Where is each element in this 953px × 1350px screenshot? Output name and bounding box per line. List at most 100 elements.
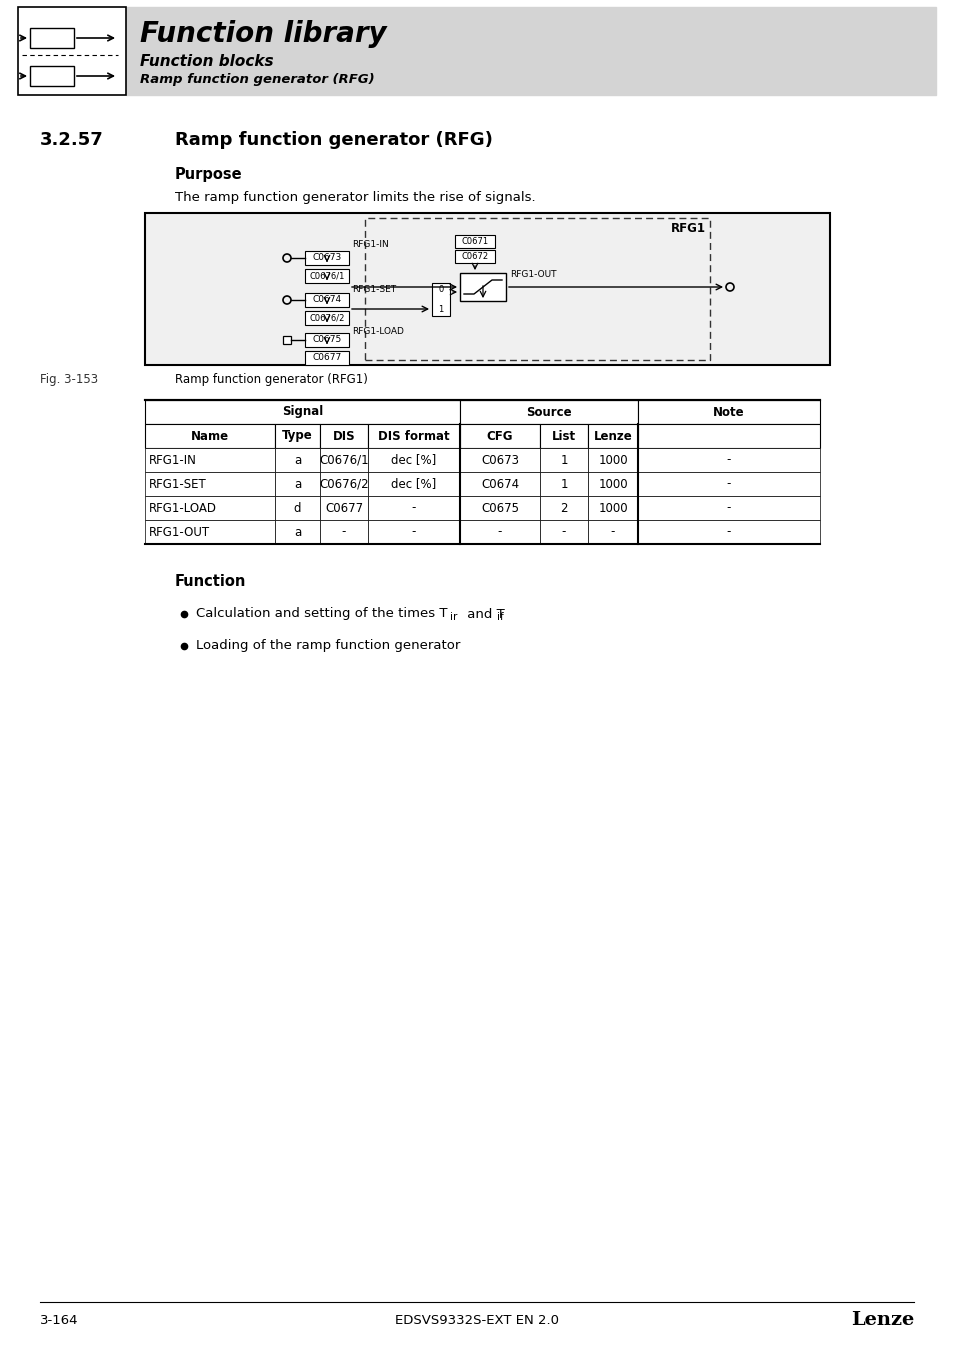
Bar — [145, 472, 274, 495]
Bar — [145, 495, 274, 520]
Bar — [319, 472, 368, 495]
Text: Type: Type — [282, 429, 313, 443]
Bar — [587, 448, 638, 472]
Text: C0676/1: C0676/1 — [309, 271, 344, 281]
Text: -: - — [497, 525, 501, 539]
Text: d: d — [294, 501, 301, 514]
Bar — [145, 520, 274, 544]
Bar — [145, 424, 274, 448]
Bar — [638, 495, 820, 520]
Text: -: - — [610, 525, 615, 539]
Text: 2: 2 — [559, 501, 567, 514]
Text: -: - — [726, 478, 730, 490]
Bar — [274, 424, 319, 448]
Text: C0673: C0673 — [312, 254, 341, 262]
Bar — [145, 213, 829, 364]
Bar — [274, 520, 319, 544]
Text: Calculation and setting of the times T: Calculation and setting of the times T — [195, 608, 447, 621]
Text: dec [%]: dec [%] — [391, 478, 436, 490]
Bar — [638, 400, 820, 424]
Text: -: - — [726, 525, 730, 539]
Bar — [283, 336, 291, 344]
Bar — [432, 284, 450, 316]
Bar — [319, 495, 368, 520]
Text: 1000: 1000 — [598, 501, 627, 514]
Bar — [145, 448, 274, 472]
Text: 0: 0 — [438, 285, 443, 294]
Text: 3.2.57: 3.2.57 — [40, 131, 104, 148]
Text: RFG1-SET: RFG1-SET — [149, 478, 207, 490]
Bar — [126, 7, 935, 94]
Text: The ramp function generator limits the rise of signals.: The ramp function generator limits the r… — [174, 190, 535, 204]
Text: RFG1-LOAD: RFG1-LOAD — [352, 327, 403, 336]
Text: Ramp function generator (RFG): Ramp function generator (RFG) — [174, 131, 493, 148]
Bar — [587, 520, 638, 544]
Bar — [455, 235, 495, 248]
Text: RFG1-OUT: RFG1-OUT — [510, 270, 556, 279]
Text: Name: Name — [191, 429, 229, 443]
Text: EDSVS9332S-EXT EN 2.0: EDSVS9332S-EXT EN 2.0 — [395, 1314, 558, 1327]
Text: RFG1: RFG1 — [670, 221, 705, 235]
Bar — [638, 448, 820, 472]
Text: C0673: C0673 — [480, 454, 518, 467]
Bar — [145, 400, 459, 424]
Text: 3-164: 3-164 — [40, 1314, 78, 1327]
Text: Lenze: Lenze — [850, 1311, 913, 1328]
Bar — [319, 424, 368, 448]
Text: 1000: 1000 — [598, 478, 627, 490]
Text: Source: Source — [526, 405, 571, 418]
Bar — [305, 251, 349, 265]
Bar — [539, 448, 587, 472]
Text: RFG1-IN: RFG1-IN — [149, 454, 196, 467]
Bar — [638, 520, 820, 544]
Text: dec [%]: dec [%] — [391, 454, 436, 467]
Text: 1: 1 — [438, 305, 443, 313]
Text: 1000: 1000 — [598, 454, 627, 467]
Text: ir: ir — [450, 612, 456, 622]
Text: Note: Note — [713, 405, 744, 418]
Text: C0674: C0674 — [313, 296, 341, 305]
Text: Function: Function — [174, 575, 246, 590]
Text: Signal: Signal — [281, 405, 323, 418]
Text: if: if — [497, 612, 503, 622]
Bar — [319, 520, 368, 544]
Text: RFG1-SET: RFG1-SET — [352, 285, 395, 294]
Bar — [638, 424, 820, 448]
Text: -: - — [412, 501, 416, 514]
Bar — [587, 472, 638, 495]
Bar — [368, 520, 459, 544]
Bar — [459, 520, 539, 544]
Bar — [459, 400, 638, 424]
Text: RFG1-OUT: RFG1-OUT — [149, 525, 210, 539]
Bar — [539, 472, 587, 495]
Text: C0672: C0672 — [461, 252, 488, 261]
Bar — [587, 495, 638, 520]
Bar — [539, 424, 587, 448]
Text: -: - — [726, 501, 730, 514]
Bar — [459, 472, 539, 495]
Text: and T: and T — [462, 608, 504, 621]
Bar — [539, 520, 587, 544]
Bar — [18, 7, 126, 94]
Bar — [365, 217, 709, 360]
Bar — [587, 424, 638, 448]
Text: C0677: C0677 — [325, 501, 363, 514]
Text: Fig. 3-153: Fig. 3-153 — [40, 374, 98, 386]
Text: RFG1-LOAD: RFG1-LOAD — [149, 501, 216, 514]
Text: C0677: C0677 — [312, 354, 341, 363]
Bar — [305, 310, 349, 325]
Bar — [459, 424, 539, 448]
Bar — [459, 273, 505, 301]
Text: Purpose: Purpose — [174, 167, 242, 182]
Bar — [30, 28, 74, 49]
Bar — [455, 250, 495, 263]
Text: C0674: C0674 — [480, 478, 518, 490]
Bar — [274, 448, 319, 472]
Text: C0676/2: C0676/2 — [319, 478, 369, 490]
Bar — [274, 495, 319, 520]
Text: DIS: DIS — [333, 429, 355, 443]
Bar — [319, 448, 368, 472]
Bar — [305, 293, 349, 306]
Text: DIS format: DIS format — [377, 429, 450, 443]
Text: Lenze: Lenze — [593, 429, 632, 443]
